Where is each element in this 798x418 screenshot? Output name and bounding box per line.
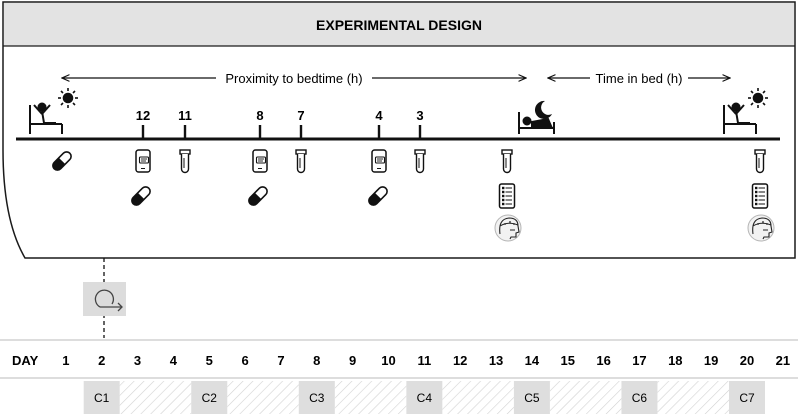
condition-label: C1 (94, 391, 110, 405)
day-number: 4 (170, 353, 178, 368)
condition-box (298, 381, 335, 414)
sample-tube-icon (179, 149, 191, 174)
capsule-pill-icon (131, 186, 151, 206)
hour-tick-label: 11 (178, 108, 192, 123)
capsule-pill-icon (52, 151, 72, 171)
time-in-bed-label: Time in bed (h) (596, 71, 683, 86)
smartphone-questionnaire-icon (371, 149, 387, 173)
questionnaire-form-icon (751, 183, 769, 209)
condition-box (729, 381, 765, 414)
panel-title: EXPERIMENTAL DESIGN (316, 17, 482, 33)
day-number: 14 (525, 353, 540, 368)
eeg-cap-head-icon (747, 214, 775, 242)
proximity-label: Proximity to bedtime (h) (225, 71, 362, 86)
design-panel (2, 1, 796, 259)
sample-tube-icon (295, 149, 307, 174)
day-number: 2 (98, 353, 105, 368)
condition-box (191, 381, 228, 414)
sample-tube-icon (754, 149, 766, 174)
condition-box (83, 381, 120, 414)
condition-label: C6 (632, 391, 648, 405)
day-number: 15 (561, 353, 575, 368)
washout-period (549, 381, 622, 414)
hour-tick-label: 7 (297, 108, 304, 123)
sun-icon (748, 88, 768, 108)
condition-label: C3 (309, 391, 325, 405)
washout-period (334, 381, 407, 414)
repeat-cycle-icon (94, 289, 123, 312)
day-number: 7 (277, 353, 284, 368)
day-number: 12 (453, 353, 467, 368)
day-number: 6 (241, 353, 248, 368)
day-number: 9 (349, 353, 356, 368)
condition-box (406, 381, 443, 414)
smartphone-questionnaire-icon (252, 149, 268, 173)
washout-period (227, 381, 299, 414)
questionnaire-form-icon (498, 183, 516, 209)
person-sleeping-in-bed-icon (518, 112, 555, 134)
washout-period (119, 381, 192, 414)
day-number: 11 (417, 353, 431, 368)
day-number: 3 (134, 353, 141, 368)
hour-tick-label: 8 (256, 108, 263, 123)
person-waking-in-bed-icon (29, 102, 63, 134)
condition-label: C5 (524, 391, 540, 405)
day-number: 5 (206, 353, 213, 368)
day-label: DAY (12, 353, 39, 368)
capsule-pill-icon (248, 186, 268, 206)
hour-tick-label: 3 (416, 108, 423, 123)
smartphone-questionnaire-icon (135, 149, 151, 173)
day-number: 16 (596, 353, 610, 368)
condition-label: C4 (417, 391, 433, 405)
condition-label: C7 (739, 391, 755, 405)
person-waking-in-bed-icon (723, 102, 757, 134)
condition-box (513, 381, 550, 414)
hour-tick-label: 4 (375, 108, 383, 123)
day-number: 13 (489, 353, 503, 368)
condition-box (621, 381, 658, 414)
day-number: 20 (740, 353, 754, 368)
day-number: 8 (313, 353, 320, 368)
day-number: 17 (632, 353, 646, 368)
condition-label: C2 (202, 391, 218, 405)
sample-tube-icon (501, 149, 513, 174)
sun-icon (58, 88, 78, 108)
day-number: 10 (381, 353, 395, 368)
day-number: 21 (776, 353, 790, 368)
sample-tube-icon (414, 149, 426, 174)
washout-period (657, 381, 729, 414)
washout-period (442, 381, 514, 414)
repeat-cycle-box (83, 282, 126, 316)
hour-tick-label: 12 (136, 108, 150, 123)
day-number: 1 (62, 353, 69, 368)
day-number: 19 (704, 353, 718, 368)
capsule-pill-icon (368, 186, 388, 206)
moon-icon (534, 100, 552, 119)
eeg-cap-head-icon (494, 214, 522, 242)
day-number: 18 (668, 353, 682, 368)
title-bar (4, 3, 794, 46)
